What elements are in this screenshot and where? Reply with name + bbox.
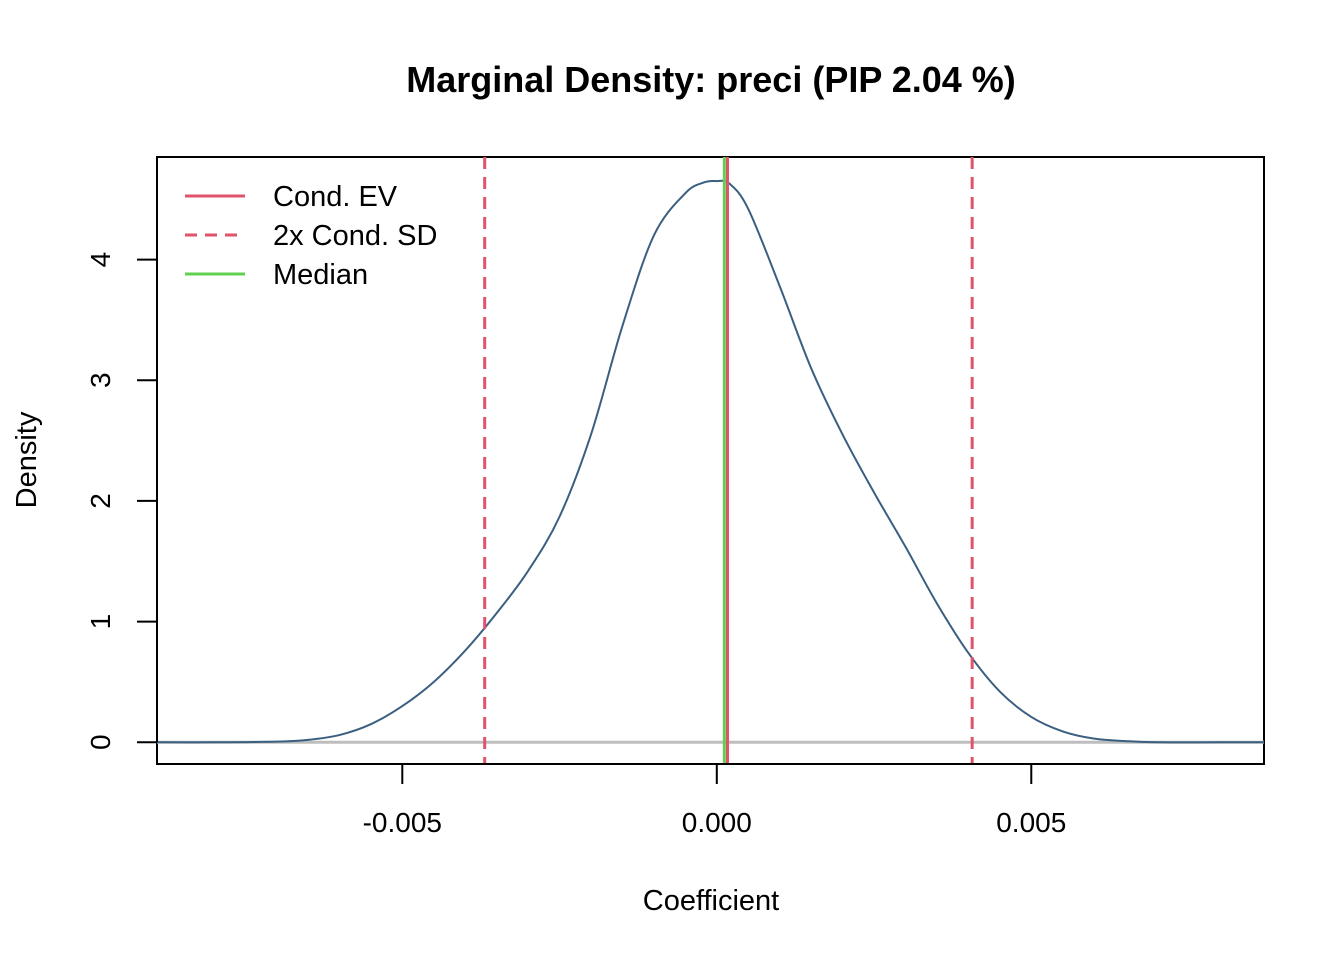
legend: Cond. EV 2x Cond. SD Median: [185, 181, 437, 291]
legend-label: Median: [273, 259, 368, 291]
legend-label: 2x Cond. SD: [273, 220, 437, 252]
density-curve: [156, 179, 1264, 744]
y-tick-label: 0: [85, 734, 116, 750]
y-tick-label: 4: [85, 252, 116, 268]
x-tick-label: 0.005: [996, 807, 1066, 838]
chart-title: Marginal Density: preci (PIP 2.04 %): [406, 59, 1016, 100]
x-axis-label: Coefficient: [643, 885, 780, 917]
y-tick-label: 2: [85, 493, 116, 509]
x-axis: -0.005 0.000 0.005: [363, 763, 1066, 838]
y-axis: 0 1 2 3 4: [85, 252, 158, 750]
y-tick-label: 1: [85, 614, 116, 630]
y-axis-label: Density: [11, 411, 43, 508]
legend-label: Cond. EV: [273, 181, 398, 213]
y-tick-label: 3: [85, 372, 116, 388]
x-tick-label: 0.000: [682, 807, 752, 838]
x-tick-label: -0.005: [363, 807, 442, 838]
